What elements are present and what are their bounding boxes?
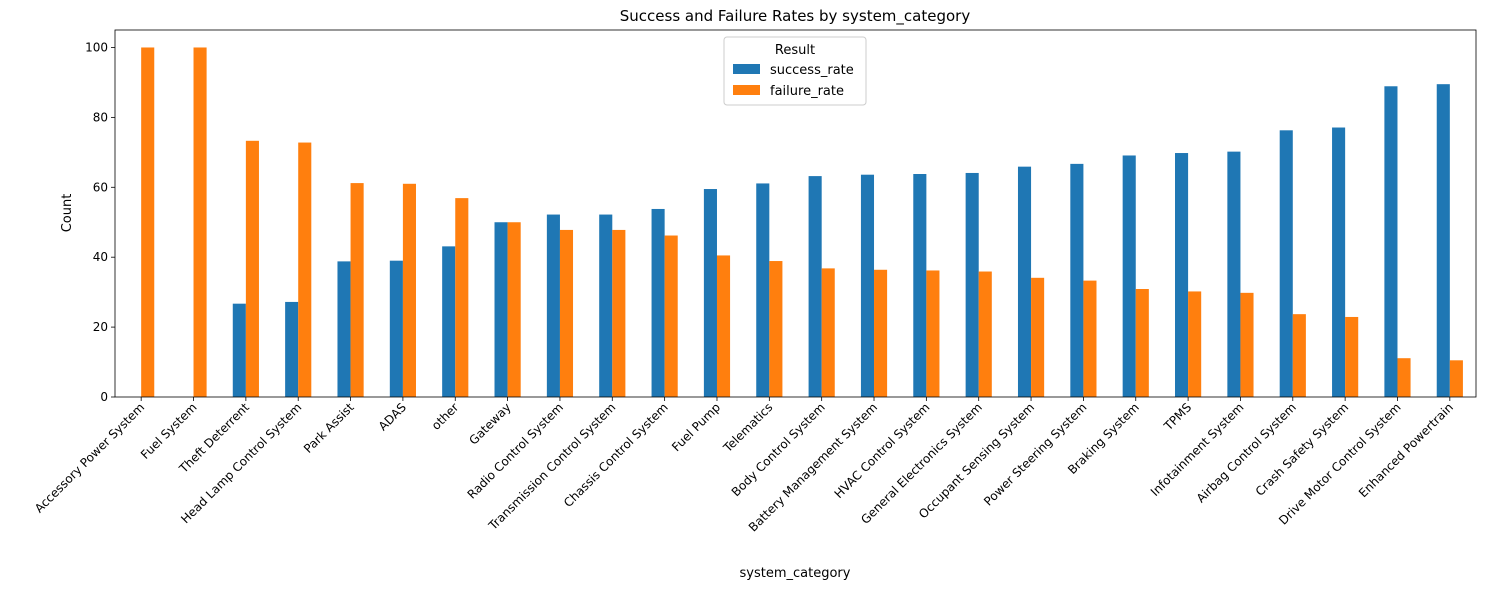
bar-success-rate bbox=[1384, 86, 1398, 398]
bar-success-rate bbox=[965, 172, 979, 397]
chart-title: Success and Failure Rates by system_cate… bbox=[620, 7, 971, 26]
x-tick-label: other bbox=[429, 400, 462, 433]
bar-failure-rate bbox=[402, 183, 416, 397]
bar-success-rate bbox=[1070, 163, 1084, 397]
x-tick-label: Gateway bbox=[466, 400, 513, 447]
bar-success-rate bbox=[756, 183, 770, 397]
bar-success-rate bbox=[494, 222, 508, 397]
y-axis: 0 20 40 60 80 100 bbox=[85, 40, 115, 404]
bar-failure-rate bbox=[1449, 360, 1463, 397]
bar-success-rate bbox=[389, 260, 403, 397]
bar-failure-rate bbox=[507, 222, 521, 397]
legend-title: Result bbox=[775, 43, 815, 58]
x-tick-label: Chassis Control System bbox=[561, 400, 671, 510]
plot-frame bbox=[114, 29, 1477, 398]
bar-success-rate bbox=[232, 303, 246, 397]
bar-failure-rate bbox=[559, 229, 574, 397]
bar-failure-rate bbox=[455, 198, 469, 397]
bar-failure-rate bbox=[350, 183, 364, 397]
bar-failure-rate bbox=[1188, 291, 1202, 397]
bar-success-rate bbox=[913, 174, 927, 397]
bar-success-rate bbox=[337, 261, 351, 397]
bar-failure-rate bbox=[245, 140, 259, 398]
bar-failure-rate bbox=[1135, 289, 1149, 397]
y-tick-label: 40 bbox=[93, 250, 108, 264]
x-tick-label: Accessory Power System bbox=[32, 400, 147, 515]
bars-group bbox=[141, 47, 1463, 398]
bar-success-rate bbox=[1279, 130, 1293, 397]
legend: Result success_rate failure_rate bbox=[723, 36, 867, 106]
legend-swatch-success-rate bbox=[733, 64, 760, 74]
bar-success-rate bbox=[703, 189, 717, 397]
bar-failure-rate bbox=[716, 255, 731, 397]
bar-failure-rate bbox=[612, 229, 626, 397]
bar-failure-rate bbox=[874, 269, 888, 397]
bar-success-rate bbox=[808, 176, 822, 397]
bar-failure-rate bbox=[1083, 280, 1097, 397]
bar-success-rate bbox=[285, 301, 299, 397]
y-tick-label: 0 bbox=[100, 390, 108, 404]
bar-failure-rate bbox=[298, 142, 312, 397]
bar-success-rate bbox=[1122, 155, 1136, 397]
y-axis-title: Count bbox=[60, 194, 75, 233]
bar-failure-rate bbox=[978, 271, 992, 397]
bar-success-rate bbox=[1175, 153, 1189, 397]
y-tick-label: 80 bbox=[93, 110, 108, 124]
bar-failure-rate bbox=[664, 235, 678, 397]
x-tick-label: Fuel Pump bbox=[669, 400, 723, 454]
bar-success-rate bbox=[546, 214, 560, 397]
bar-success-rate bbox=[1017, 166, 1032, 397]
bar-failure-rate bbox=[1240, 292, 1254, 397]
x-tick-label: Park Assist bbox=[301, 400, 357, 456]
legend-swatch-failure-rate bbox=[733, 85, 760, 95]
x-tick-label: TPMS bbox=[1161, 400, 1195, 434]
bar-failure-rate bbox=[193, 47, 207, 397]
bar-failure-rate bbox=[1397, 358, 1411, 397]
bar-success-rate bbox=[1227, 151, 1241, 397]
x-tick-label: HVAC Control System bbox=[832, 400, 933, 501]
bar-failure-rate bbox=[769, 261, 783, 397]
bar-success-rate bbox=[651, 208, 665, 397]
bar-failure-rate bbox=[1292, 314, 1306, 397]
x-axis-title: system_category bbox=[740, 566, 851, 581]
bar-failure-rate bbox=[821, 268, 835, 397]
bar-success-rate bbox=[599, 214, 613, 397]
bar-success-rate bbox=[1436, 84, 1450, 398]
bar-failure-rate bbox=[926, 270, 940, 397]
bar-failure-rate bbox=[141, 47, 155, 397]
y-tick-label: 60 bbox=[93, 180, 108, 194]
bar-failure-rate bbox=[1345, 316, 1359, 397]
x-tick-label: Crash Safety System bbox=[1253, 400, 1351, 498]
bar-success-rate bbox=[1332, 127, 1346, 398]
x-tick-label: Telematics bbox=[720, 400, 775, 455]
bar-success-rate bbox=[860, 174, 875, 397]
bar-failure-rate bbox=[1031, 277, 1045, 397]
legend-label-failure-rate: failure_rate bbox=[770, 84, 844, 99]
x-tick-label: Infotainment System bbox=[1148, 400, 1247, 499]
x-tick-label: Radio Control System bbox=[465, 400, 566, 501]
x-tick-label: Body Control System bbox=[729, 400, 828, 499]
bar-success-rate bbox=[442, 246, 456, 397]
y-tick-label: 20 bbox=[93, 320, 108, 334]
y-tick-label: 100 bbox=[85, 40, 108, 54]
legend-label-success-rate: success_rate bbox=[770, 63, 854, 78]
x-tick-label: ADAS bbox=[376, 400, 409, 433]
x-tick-label: Airbag Control System bbox=[1194, 400, 1299, 505]
x-tick-label: Power Steering System bbox=[981, 400, 1089, 508]
x-tick-label: Enhanced Powertrain bbox=[1356, 400, 1456, 500]
